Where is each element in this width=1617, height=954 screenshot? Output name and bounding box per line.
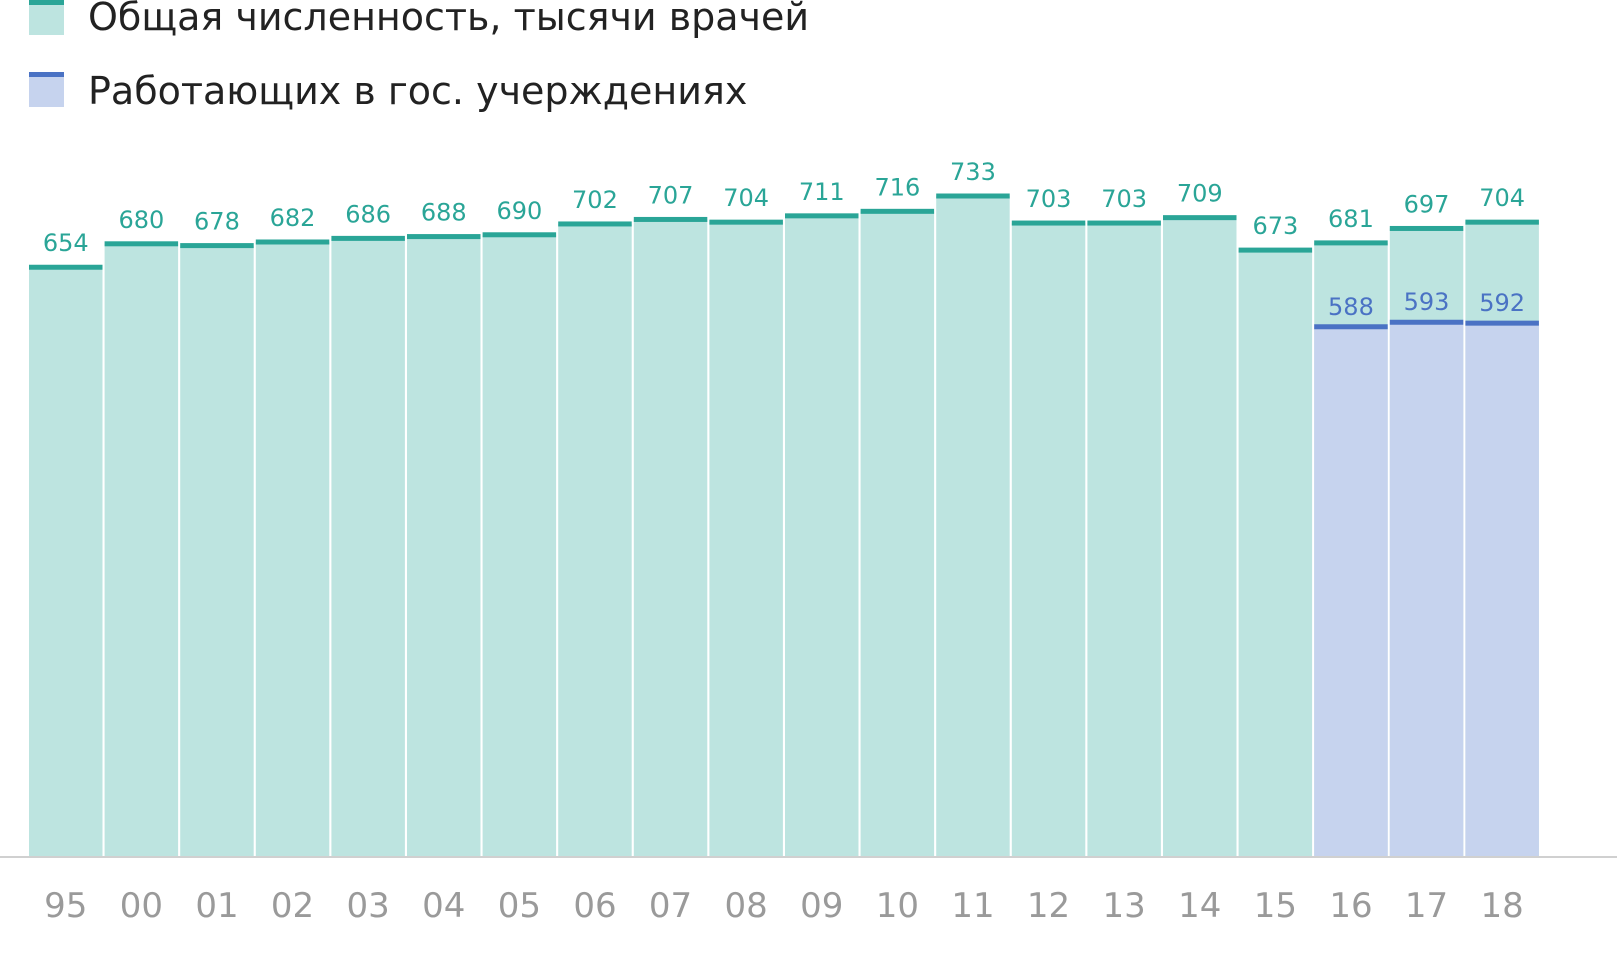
x-tick-label-16: 16 [1329, 886, 1372, 926]
value-label-total-05: 690 [496, 197, 542, 225]
x-tick-label-07: 07 [649, 886, 692, 926]
x-tick-label-11: 11 [951, 886, 994, 926]
value-label-total-17: 697 [1404, 190, 1450, 218]
x-tick-label-15: 15 [1254, 886, 1297, 926]
legend-label-total: Общая численность, тысячи врачей [88, 0, 809, 39]
plot-area: 654 680 678 682 686 688 690 702 707 704 711 716 733 7… [29, 158, 1539, 858]
bar-total-top-line-95 [29, 264, 103, 270]
value-label-total-18: 704 [1479, 184, 1525, 212]
value-label-total-08: 704 [723, 184, 769, 212]
bar-state-top-line-17 [1389, 319, 1464, 325]
bar-state-top-line-18 [1465, 320, 1539, 326]
x-tick-label-10: 10 [876, 886, 919, 926]
x-tick-label-08: 08 [725, 886, 768, 926]
bar-total-13 [1087, 223, 1161, 857]
x-tick-label-17: 17 [1405, 886, 1448, 926]
bar-total-top-line-10 [860, 208, 935, 214]
bar-total-top-line-05 [482, 232, 557, 238]
x-tick-label-95: 95 [44, 886, 87, 926]
bar-total-top-line-12 [1011, 220, 1086, 226]
x-tick-label-01: 01 [195, 886, 238, 926]
bar-total-07 [633, 219, 708, 857]
bar-total-10 [860, 211, 935, 858]
bar-total-02 [255, 241, 330, 857]
bar-total-top-line-07 [633, 216, 708, 222]
bar-total-01 [180, 245, 254, 858]
value-label-total-04: 688 [421, 199, 467, 227]
bar-total-11 [936, 196, 1010, 857]
bar-total-04 [407, 236, 481, 857]
bar-state-18 [1465, 323, 1539, 858]
bar-total-top-line-09 [785, 213, 859, 219]
bar-total-95 [29, 267, 103, 857]
legend: Общая численность, тысячи врачей Работаю… [29, 0, 809, 113]
value-label-total-15: 673 [1252, 212, 1298, 240]
bar-total-top-line-13 [1087, 220, 1161, 226]
legend-item-total: Общая численность, тысячи врачей [29, 0, 809, 39]
x-tick-label-03: 03 [347, 886, 390, 926]
legend-item-state: Работающих в гос. учерждениях [29, 69, 747, 113]
bar-total-top-line-11 [936, 193, 1010, 199]
x-axis-ticks: 95 00 01 02 03 04 05 06 07 08 09 10 11 12 13 14 15 16 17 18 [44, 886, 1524, 926]
bar-state-16 [1314, 326, 1388, 857]
bar-total-09 [785, 215, 859, 858]
bar-state-17 [1389, 322, 1464, 857]
value-label-total-10: 716 [874, 173, 920, 201]
bar-total-05 [482, 234, 557, 858]
value-label-total-01: 678 [194, 208, 240, 236]
legend-swatch-total [29, 0, 64, 35]
value-label-state-17: 593 [1404, 288, 1450, 316]
bar-total-00 [104, 243, 179, 857]
bar-total-08 [709, 222, 783, 857]
bar-total-03 [331, 238, 405, 857]
value-label-state-18: 592 [1479, 289, 1525, 317]
bar-total-12 [1011, 223, 1086, 857]
value-label-total-07: 707 [648, 181, 694, 209]
value-label-total-13: 703 [1101, 185, 1147, 213]
x-tick-label-13: 13 [1103, 886, 1146, 926]
legend-swatch-state-line [29, 72, 64, 77]
x-tick-label-14: 14 [1178, 886, 1221, 926]
x-tick-label-04: 04 [422, 886, 465, 926]
bar-total-top-line-06 [558, 221, 632, 227]
value-label-total-03: 686 [345, 200, 391, 228]
value-label-total-02: 682 [270, 204, 316, 232]
value-label-total-16: 681 [1328, 205, 1374, 233]
bar-total-top-line-08 [709, 219, 783, 225]
legend-swatch-total-line [29, 0, 64, 5]
legend-label-state: Работающих в гос. учерждениях [88, 69, 747, 113]
value-label-total-11: 733 [950, 158, 996, 186]
bar-state-top-line-16 [1314, 324, 1388, 330]
bar-total-top-line-00 [104, 241, 179, 247]
bar-total-top-line-03 [331, 235, 405, 241]
bar-total-top-line-04 [407, 234, 481, 240]
value-label-total-09: 711 [799, 178, 845, 206]
x-tick-label-09: 09 [800, 886, 843, 926]
bar-total-top-line-18 [1465, 219, 1539, 225]
value-label-total-12: 703 [1026, 185, 1072, 213]
value-label-total-00: 680 [118, 206, 164, 234]
x-tick-label-12: 12 [1027, 886, 1070, 926]
x-tick-label-02: 02 [271, 886, 314, 926]
legend-swatch-state [29, 72, 64, 107]
bar-total-top-line-01 [180, 243, 254, 249]
bar-total-14 [1163, 217, 1237, 857]
value-label-total-14: 709 [1177, 180, 1223, 208]
bar-total-15 [1238, 250, 1313, 857]
bar-total-06 [558, 223, 632, 858]
x-tick-label-00: 00 [120, 886, 163, 926]
bar-total-top-line-17 [1389, 225, 1464, 231]
x-tick-label-18: 18 [1481, 886, 1524, 926]
bar-total-top-line-14 [1163, 215, 1237, 221]
bar-total-top-line-02 [255, 239, 330, 245]
value-label-state-16: 588 [1328, 293, 1374, 321]
bar-total-top-line-15 [1238, 247, 1313, 253]
value-label-total-95: 654 [43, 229, 89, 257]
x-tick-label-05: 05 [498, 886, 541, 926]
value-label-total-06: 702 [572, 186, 618, 214]
x-tick-label-06: 06 [573, 886, 616, 926]
bar-total-top-line-16 [1314, 240, 1388, 246]
